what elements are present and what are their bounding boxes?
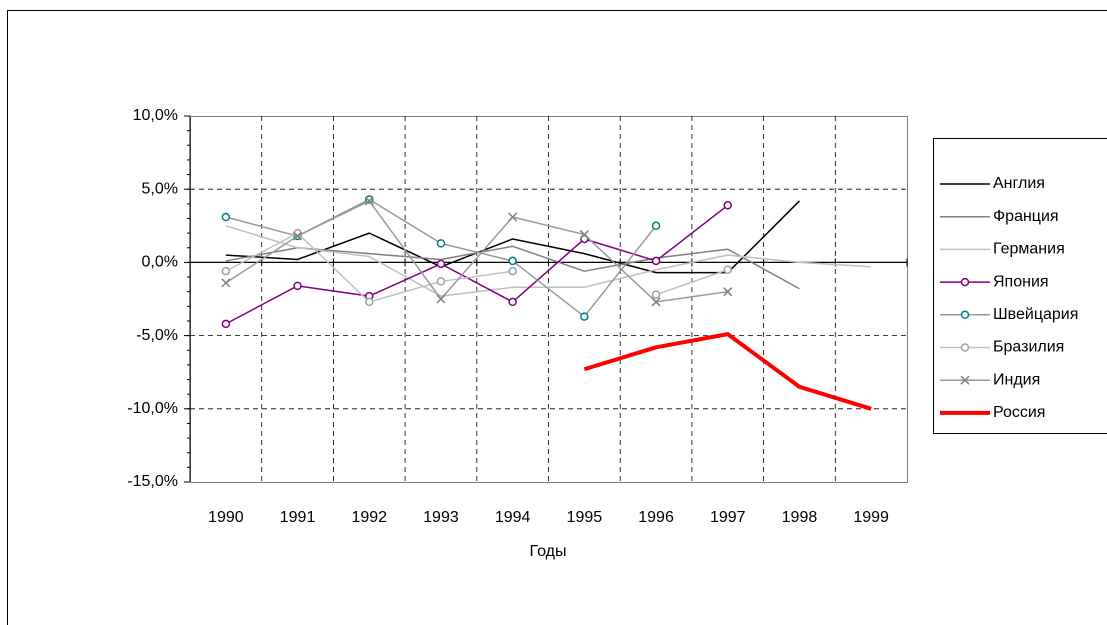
data-point (436, 277, 446, 286)
x-tick-label: 1995 (567, 509, 603, 526)
y-tick-label: 5,0% (142, 180, 178, 197)
data-point (651, 256, 661, 266)
legend-marker (960, 310, 970, 320)
x-tick-label: 1998 (782, 509, 818, 526)
series-line (225, 200, 728, 303)
data-point (508, 256, 517, 266)
data-point (221, 319, 231, 329)
data-point (651, 221, 661, 231)
y-tick-label: 10,0% (133, 107, 178, 124)
legend-label: Индия (993, 371, 1040, 388)
series-line (225, 245, 800, 290)
data-point (651, 297, 661, 307)
data-point (365, 297, 374, 307)
data-point (580, 312, 589, 321)
data-point (221, 212, 231, 222)
y-tick-label: -15,0% (127, 473, 178, 490)
data-point (508, 212, 518, 222)
legend-marker (960, 277, 970, 287)
data-point (364, 196, 374, 206)
legend-label: Швейцария (993, 306, 1078, 323)
data-point (651, 290, 661, 299)
y-tick-label: -5,0% (136, 327, 178, 344)
legend-label: Англия (993, 175, 1045, 192)
data-point (293, 231, 303, 241)
data-point (723, 287, 733, 297)
legend-marker (960, 375, 970, 385)
legend-marker (960, 343, 970, 352)
legend-label: Япония (993, 273, 1049, 290)
legend-label: Франция (993, 208, 1059, 225)
data-point (221, 278, 231, 288)
data-point (436, 259, 446, 269)
data-point (723, 201, 732, 210)
data-point (293, 281, 302, 291)
x-tick-label: 1994 (495, 509, 531, 526)
data-point (723, 265, 732, 274)
legend-label: Россия (993, 404, 1045, 421)
x-tick-label: 1992 (351, 509, 387, 526)
data-point (436, 294, 446, 304)
legend-label: Германия (993, 241, 1065, 258)
x-tick-label: 1997 (710, 509, 746, 526)
data-point (508, 266, 517, 276)
x-tick-label: 1999 (853, 509, 889, 526)
data-point (436, 239, 446, 248)
x-axis-title: Годы (530, 543, 567, 560)
legend (933, 138, 1107, 434)
data-point (579, 230, 589, 240)
series-line (655, 269, 728, 296)
x-tick-label: 1990 (208, 509, 244, 526)
series-line (225, 204, 729, 325)
y-tick-label: -10,0% (127, 400, 178, 417)
series-line (583, 332, 872, 411)
x-tick-label: 1996 (638, 509, 674, 526)
data-point (221, 266, 231, 276)
y-tick-label: 0,0% (142, 254, 178, 271)
x-tick-label: 1993 (423, 509, 459, 526)
series-line (225, 225, 872, 297)
x-tick-label: 1991 (280, 509, 316, 526)
data-point (508, 297, 517, 307)
plot-area (190, 116, 908, 483)
legend-label: Бразилия (993, 339, 1064, 356)
